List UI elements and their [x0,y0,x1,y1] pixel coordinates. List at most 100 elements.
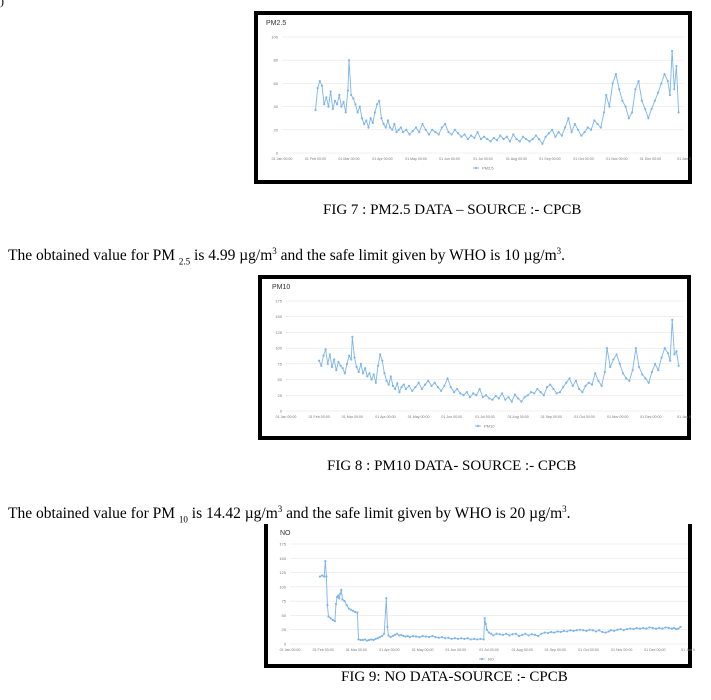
x-tick-label: 01 Oct 00:00 [574,415,595,419]
data-point [663,347,666,350]
data-point [653,99,656,102]
data-point [486,137,489,141]
data-point [373,111,377,114]
data-point [555,392,558,395]
y-tick-label: 100 [275,346,282,351]
data-point [643,107,647,111]
x-tick-label: 01 Mar 00:00 [342,415,363,419]
data-point [382,122,385,126]
data-point [533,633,537,636]
data-point [666,79,669,83]
data-point [625,628,629,631]
y-tick-label: 20 [274,127,279,132]
data-point [407,384,411,387]
data-point [417,381,420,384]
data-point [424,128,427,131]
y-tick-label: 100 [271,35,278,40]
data-point [420,387,423,391]
x-tick-label: 01 Jun 00:00 [439,157,460,161]
data-point [326,362,329,365]
data-point [449,386,452,389]
y-tick-label: 150 [279,556,286,561]
data-point [374,381,377,384]
data-point [558,391,561,394]
data-point [331,618,334,622]
data-point [421,634,424,638]
data-point [521,633,524,636]
data-point [450,133,453,136]
data-point [406,634,409,638]
data-point [318,359,321,362]
x-tick-label: 01 Nov 00:00 [607,415,628,419]
data-point [501,633,505,636]
data-point [344,111,347,114]
data-point [664,626,667,629]
data-point [402,383,405,386]
data-point [375,103,379,106]
fig9-chart: 0 25 50 75 100 125 150 175 01 Jan 00:00 01 Feb 00… [279,542,695,662]
data-point [598,629,601,632]
data-point [368,372,371,375]
data-point [383,372,386,375]
x-tick-label: 01 Jul 00:00 [475,415,495,419]
data-point [421,122,424,126]
data-point [397,128,400,131]
data-point [562,629,565,632]
y-tick-label: 50 [278,377,283,382]
data-point [613,629,616,632]
data-point [588,628,591,631]
y-tick-label: 100 [279,584,286,589]
data-point [440,126,444,129]
data-point [581,391,584,394]
x-tick-label: 01 Nov 00:00 [606,157,627,161]
data-point [386,625,389,628]
x-tick-label: 01 Sep 00:00 [541,415,562,419]
data-point [651,626,654,630]
data-point [492,136,495,140]
data-point [600,384,603,387]
data-point [529,391,533,394]
data-point [337,360,340,364]
data-point [618,88,621,91]
data-point [411,634,415,638]
data-point [501,392,504,395]
data-point [380,117,383,120]
data-point [611,82,614,85]
data-point [402,634,405,638]
data-point [616,628,619,631]
data-point [565,381,568,384]
data-point [415,635,418,638]
data-point [339,592,342,595]
data-point [437,133,440,136]
data-point [637,79,640,83]
data-point [335,369,338,372]
data-point [482,638,485,641]
data-point [338,597,341,600]
data-point [573,122,576,126]
data-point [543,631,546,634]
x-tick-label: 01 Feb 00:00 [305,157,326,161]
data-point [354,610,357,614]
data-point [460,135,463,138]
data-point [677,111,680,114]
x-tick-label: 01 Sep 00:00 [539,157,560,161]
data-point [638,627,641,630]
data-point [654,362,657,365]
legend-marker [480,657,484,661]
data-point [542,394,545,397]
data-point [322,354,325,357]
data-point [530,633,533,636]
y-tick-label: 60 [274,81,279,86]
data-point [619,628,622,631]
data-point [621,372,625,375]
data-point [524,632,527,635]
data-point [463,133,466,136]
data-point [394,387,397,391]
data-point [668,359,672,362]
data-point [333,620,337,623]
data-point [316,86,319,90]
y-tick-label: 80 [274,58,279,63]
data-point [479,637,482,640]
data-point [336,103,339,106]
data-point [361,372,365,375]
